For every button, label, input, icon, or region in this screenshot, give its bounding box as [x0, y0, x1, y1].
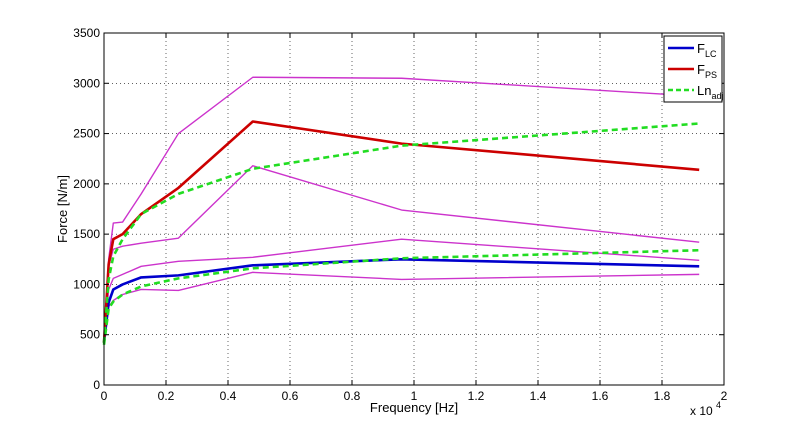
series-line-2	[102, 122, 700, 343]
legend-label: FPS	[697, 62, 717, 80]
x-exponent-power: 4	[716, 400, 721, 410]
y-tick-label: 1500	[73, 227, 100, 241]
y-tick-label: 3500	[73, 26, 100, 40]
series-line-1	[102, 120, 700, 343]
x-tick-label: 1.8	[654, 389, 671, 403]
axis-ticks	[103, 32, 725, 386]
x-tick-label: 0.4	[220, 389, 237, 403]
x-tick-label: 0.6	[282, 389, 299, 403]
y-axis-label: Force [N/m]	[55, 175, 70, 243]
x-tick-label: 0.2	[158, 389, 175, 403]
x-axis-label: Frequency [Hz]	[370, 400, 458, 415]
x-tick-label: 1.2	[468, 389, 485, 403]
y-tick-label: 2000	[73, 177, 100, 191]
axis-tick-labels: 0 0.2 0.4 0.6 0.8 1 1.2 1.4 1.6 1.8 2 0 500 1000 1500 2…	[73, 26, 727, 403]
x-exponent-base: x 10	[690, 404, 713, 418]
y-tick-label: 3000	[73, 76, 100, 90]
series-line-6	[103, 238, 700, 343]
series-line-0	[102, 257, 700, 343]
x-tick-label: 1	[411, 389, 418, 403]
series-group	[102, 76, 700, 345]
legend: FLC FPS Lnadj	[663, 35, 723, 103]
legend-label: Lnadj	[697, 83, 723, 101]
x-tick-label: 0.8	[344, 389, 361, 403]
x-tick-label: 1.6	[592, 389, 609, 403]
grid	[104, 33, 724, 385]
x-tick-label: 1.4	[530, 389, 547, 403]
x-tick-label: 0	[101, 389, 108, 403]
y-tick-label: 1000	[73, 277, 100, 291]
x-tick-label: 2	[721, 389, 728, 403]
y-tick-label: 2500	[73, 127, 100, 141]
x-exponent: x 10 4	[690, 400, 721, 418]
series-line-4	[103, 76, 700, 343]
legend-label: FLC	[697, 41, 717, 59]
y-tick-label: 0	[93, 378, 100, 392]
y-tick-label: 500	[80, 328, 100, 342]
